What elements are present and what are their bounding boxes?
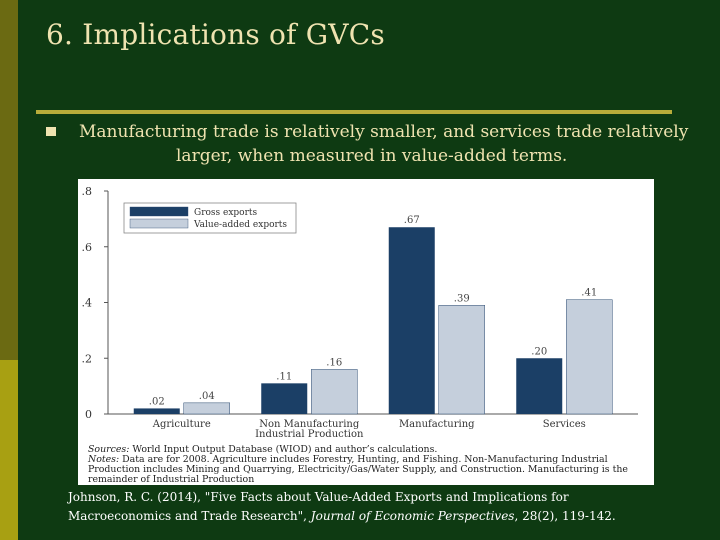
- bar-value-added-exports: [311, 369, 358, 415]
- chart-notes: Sources: World Input Output Database (WI…: [88, 445, 648, 485]
- bar-value-added-exports: [438, 305, 485, 415]
- bullet-point: Manufacturing trade is relatively smalle…: [46, 120, 696, 168]
- y-tick-label: .2: [82, 352, 93, 365]
- data-label: .39: [454, 293, 470, 304]
- data-label: .20: [531, 346, 547, 357]
- x-tick-label: Services: [543, 419, 586, 430]
- legend-label: Value-added exports: [193, 220, 287, 230]
- citation: Johnson, R. C. (2014), "Five Facts about…: [68, 488, 668, 526]
- data-label: .02: [149, 396, 165, 407]
- legend-swatch: [129, 206, 189, 217]
- bar-value-added-exports: [566, 299, 613, 415]
- x-tick-label: Manufacturing: [399, 419, 475, 430]
- data-label: .67: [404, 215, 420, 226]
- x-tick-label: Non Manufacturing: [259, 419, 360, 430]
- y-tick-label: .6: [82, 241, 93, 254]
- bar-gross-exports: [133, 408, 180, 414]
- bar-gross-exports: [388, 227, 435, 414]
- x-tick-label: Industrial Production: [255, 429, 364, 440]
- bullet-text-line2: larger, when measured in value-added ter…: [176, 146, 568, 166]
- data-label: .04: [199, 391, 215, 402]
- citation-journal: Journal of Economic Perspectives: [310, 509, 515, 523]
- citation-authors-title: Macroeconomics and Trade Research",: [68, 509, 311, 523]
- notes-text: Data are for 2008. Agriculture includes …: [88, 454, 628, 485]
- y-tick-label: .4: [82, 297, 93, 310]
- left-accent-bar-light: [0, 360, 18, 540]
- chart-panel: 0 .2 .4 .6 .8 .02 .04 Agriculture .11 .16 Non Manu…: [78, 179, 654, 485]
- bar-chart: 0 .2 .4 .6 .8 .02 .04 Agriculture .11 .16 Non Manu…: [82, 185, 638, 440]
- sources-label: Sources:: [88, 444, 130, 455]
- sources-text: World Input Output Database (WIOD) and a…: [129, 444, 438, 455]
- bullet-text-line1: Manufacturing trade is relatively smalle…: [79, 122, 689, 142]
- bar-gross-exports: [516, 358, 563, 414]
- left-accent-bar-dark: [0, 0, 18, 360]
- y-tick-label: 0: [85, 408, 92, 421]
- legend-label: Gross exports: [194, 208, 258, 218]
- square-bullet-icon: [46, 127, 56, 136]
- citation-volume-pages: , 28(2), 119-142.: [514, 509, 616, 523]
- bar-value-added-exports: [183, 402, 230, 415]
- data-label: .41: [581, 288, 597, 299]
- title-divider: [36, 110, 672, 114]
- y-tick-label: .8: [82, 185, 93, 198]
- slide-title: 6. Implications of GVCs: [46, 18, 385, 51]
- data-label: .16: [326, 357, 342, 368]
- legend-swatch: [129, 218, 189, 229]
- data-label: .11: [276, 371, 292, 382]
- notes-label: Notes:: [88, 454, 120, 465]
- citation-line1: Johnson, R. C. (2014), "Five Facts about…: [68, 490, 569, 504]
- x-tick-label: Agriculture: [152, 419, 211, 430]
- bar-gross-exports: [261, 383, 308, 414]
